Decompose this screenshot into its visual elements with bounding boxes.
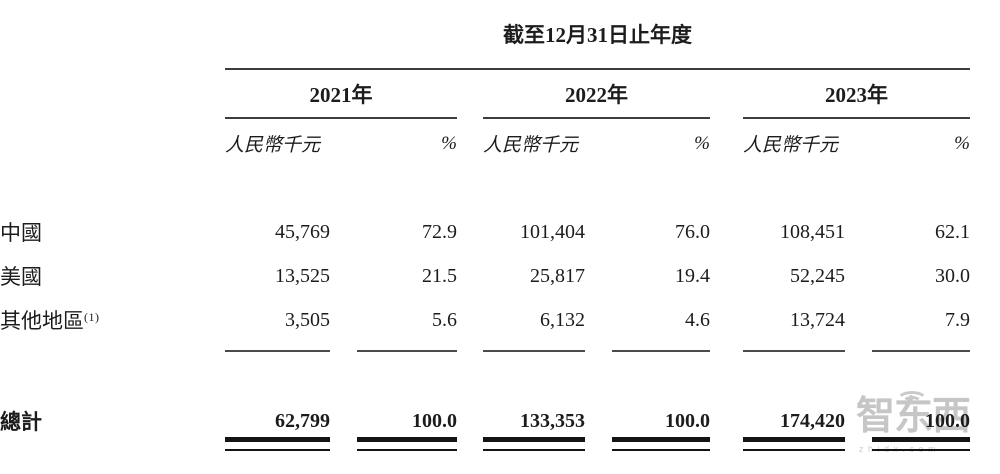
units-header-row: 人民幣千元 % 人民幣千元 % 人民幣千元 % (0, 118, 1000, 168)
rule-cell (743, 342, 845, 354)
column-gap (710, 406, 743, 436)
cell-other-2021-pct: 5.6 (432, 308, 457, 331)
pct-label-2021: % (441, 132, 457, 154)
watermark-signal-arc-icon (896, 391, 928, 411)
total-double-rule-row (0, 436, 1000, 452)
cell-other-2022-pct: 4.6 (685, 308, 710, 331)
double-rule-cell (483, 436, 585, 452)
table-row-china: 中國 45,769 72.9 101,404 76.0 108,451 62.1 (0, 210, 1000, 254)
empty-cell (970, 406, 1000, 436)
column-gap (710, 298, 743, 342)
cell-total-2023-amount: 174,420 (780, 409, 845, 432)
cell-other-2023-amount: 13,724 (790, 308, 845, 331)
row-label-other-regions: 其他地區(1) (0, 298, 225, 342)
table-row-usa: 美國 13,525 21.5 25,817 19.4 52,245 30.0 (0, 254, 1000, 298)
cell-usa-2022-pct: 19.4 (675, 264, 710, 287)
empty-cell (970, 342, 1000, 354)
cell-usa-2022-amount: 25,817 (530, 264, 585, 287)
rule-cell (483, 342, 585, 354)
empty-cell (0, 436, 225, 452)
empty-cell (970, 0, 1000, 69)
cell-usa-2021-pct: 21.5 (422, 264, 457, 287)
cell-china-2022-amount: 101,404 (520, 220, 585, 243)
spacer-row (0, 168, 1000, 210)
empty-cell (970, 436, 1000, 452)
year-header-2021: 2021年 (225, 69, 457, 119)
row-label-china: 中國 (0, 221, 42, 245)
year-header-2022: 2022年 (483, 69, 710, 119)
cell-other-2022-amount: 6,132 (540, 308, 585, 331)
double-rule-cell (845, 436, 970, 452)
empty-cell (0, 0, 225, 69)
double-rule-cell (743, 436, 845, 452)
column-gap (710, 210, 743, 254)
footnote-superscript: (1) (84, 310, 100, 324)
column-gap (457, 118, 483, 168)
row-label-text: 其他地區 (0, 309, 84, 333)
double-rule-cell (585, 436, 710, 452)
subtotal-rule-row (0, 342, 1000, 354)
table-row-total: 總計 62,799 100.0 133,353 100.0 174,420 10… (0, 406, 1000, 436)
column-gap (710, 118, 743, 168)
column-gap (710, 69, 743, 118)
rule-cell (585, 342, 710, 354)
column-gap (457, 254, 483, 298)
empty-cell (970, 69, 1000, 118)
column-gap (710, 436, 743, 452)
empty-cell (0, 118, 225, 168)
empty-cell (0, 69, 225, 118)
rule-cell (225, 342, 330, 354)
pct-label-2022: % (694, 132, 710, 154)
unit-label-2023: 人民幣千元 (743, 135, 839, 156)
double-rule-cell (330, 436, 457, 452)
double-rule-cell (225, 436, 330, 452)
cell-total-2022-pct: 100.0 (665, 409, 710, 432)
cell-other-2021-amount: 3,505 (285, 308, 330, 331)
empty-cell (970, 254, 1000, 298)
cell-total-2021-pct: 100.0 (412, 409, 457, 432)
year-header-row: 2021年 2022年 2023年 (0, 69, 1000, 119)
column-gap (710, 342, 743, 354)
rule-cell (845, 342, 970, 354)
cell-china-2023-pct: 62.1 (935, 220, 970, 243)
cell-china-2021-amount: 45,769 (275, 220, 330, 243)
cell-usa-2021-amount: 13,525 (275, 264, 330, 287)
cell-china-2021-pct: 72.9 (422, 220, 457, 243)
cell-total-2021-amount: 62,799 (275, 409, 330, 432)
row-label-total: 總計 (0, 410, 42, 434)
cell-usa-2023-pct: 30.0 (935, 264, 970, 287)
rule-cell (330, 342, 457, 354)
table-row-other-regions: 其他地區(1) 3,505 5.6 6,132 4.6 13,724 7.9 (0, 298, 1000, 342)
cell-china-2023-amount: 108,451 (780, 220, 845, 243)
empty-cell (0, 342, 225, 354)
column-gap (710, 254, 743, 298)
empty-cell (970, 210, 1000, 254)
column-gap (457, 406, 483, 436)
pct-label-2023: % (954, 132, 970, 154)
empty-cell (970, 118, 1000, 168)
row-label-usa: 美國 (0, 265, 42, 289)
cell-other-2023-pct: 7.9 (945, 308, 970, 331)
unit-label-2022: 人民幣千元 (483, 135, 579, 156)
cell-usa-2023-amount: 52,245 (790, 264, 845, 287)
unit-label-2021: 人民幣千元 (225, 135, 321, 156)
column-gap (457, 210, 483, 254)
revenue-by-geography-table: 截至12月31日止年度 2021年 2022年 2023年 人民幣千元 % 人民… (0, 0, 1000, 452)
cell-total-2023-pct: 100.0 (925, 409, 970, 432)
column-gap (457, 436, 483, 452)
column-gap (457, 342, 483, 354)
period-header-row: 截至12月31日止年度 (0, 0, 1000, 70)
empty-cell (970, 298, 1000, 342)
column-gap (457, 69, 483, 118)
cell-china-2022-pct: 76.0 (675, 220, 710, 243)
spacer-row (0, 354, 1000, 406)
column-gap (457, 298, 483, 342)
year-header-2023: 2023年 (743, 69, 970, 119)
period-header: 截至12月31日止年度 (225, 0, 970, 70)
cell-total-2022-amount: 133,353 (520, 409, 585, 432)
